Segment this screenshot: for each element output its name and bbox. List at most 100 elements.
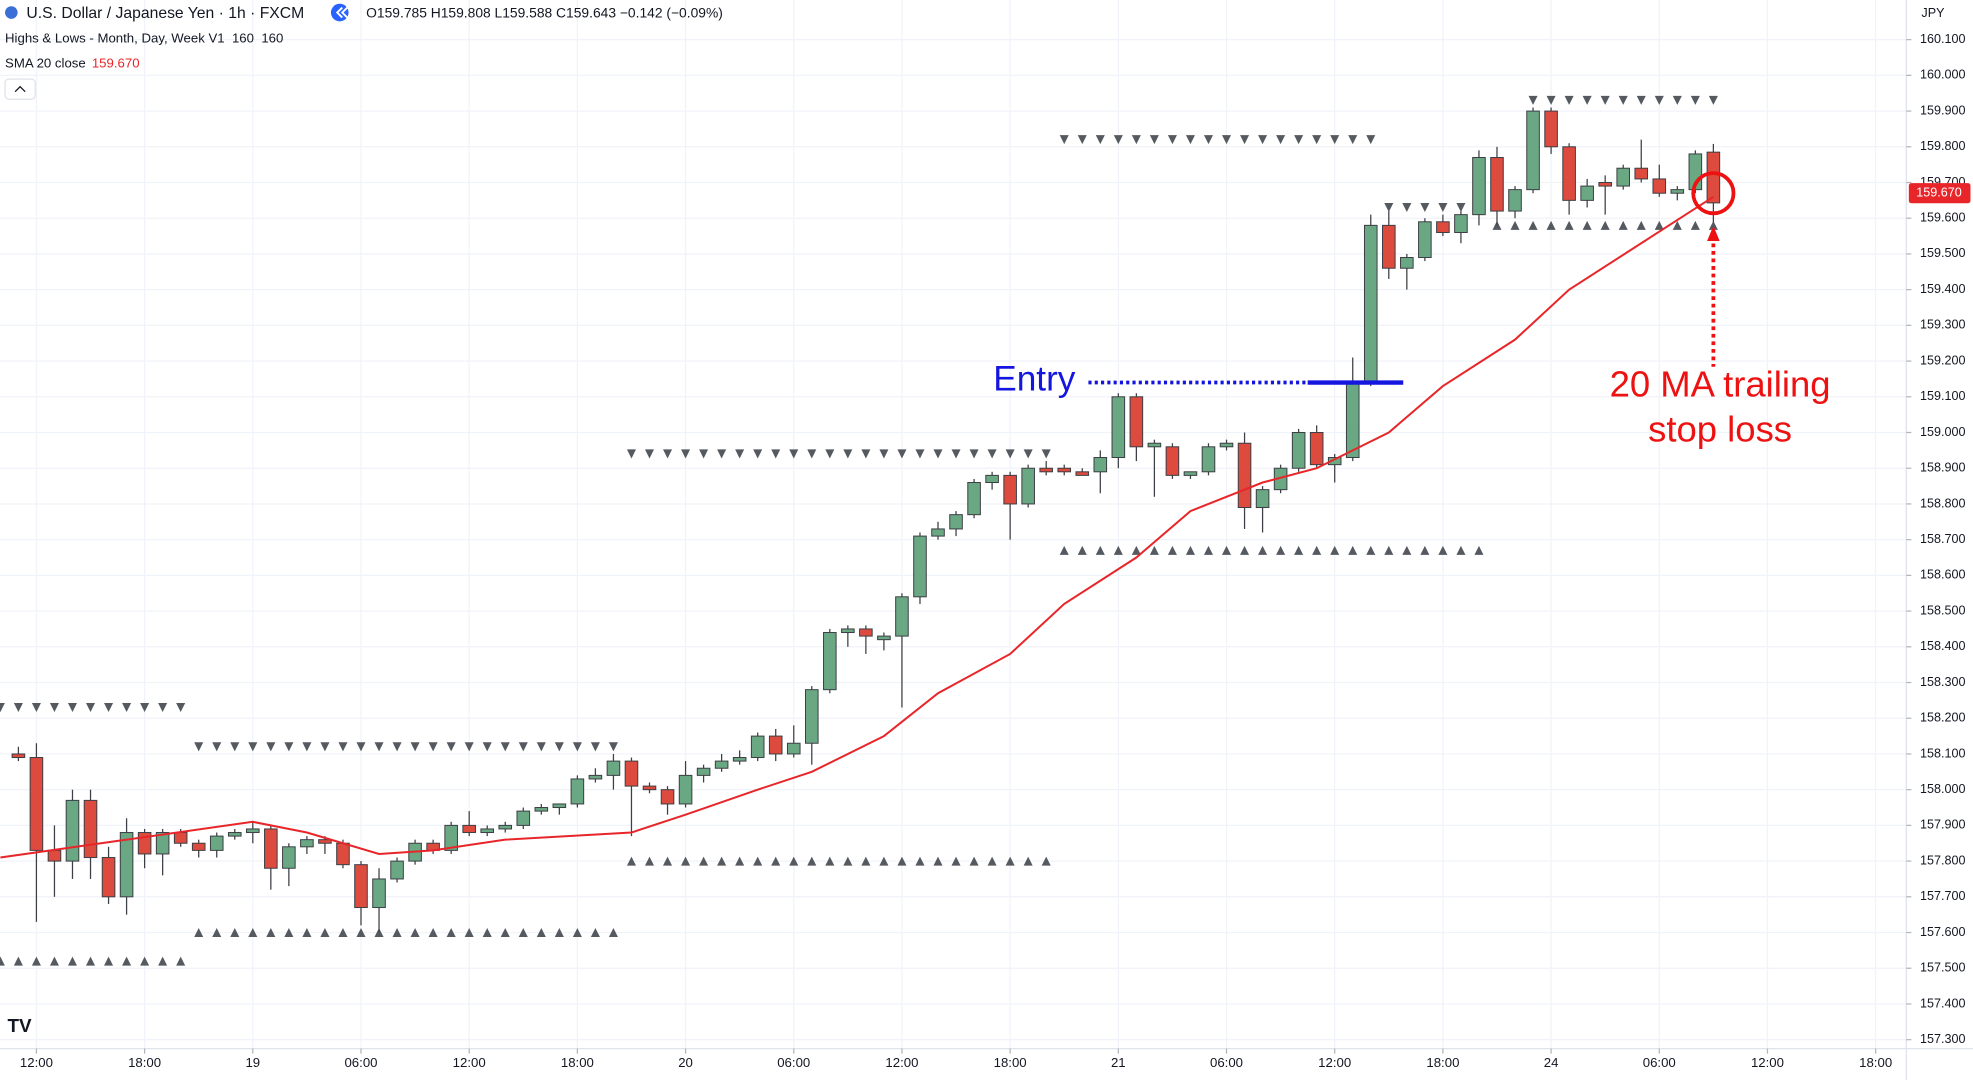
level-marker <box>320 928 330 938</box>
level-marker <box>1095 135 1105 145</box>
candle-body <box>1436 221 1450 234</box>
level-marker <box>158 956 168 966</box>
level-marker <box>302 742 312 752</box>
level-marker <box>771 856 781 866</box>
collapse-button[interactable] <box>4 78 36 100</box>
level-marker <box>1330 545 1340 555</box>
level-marker <box>915 449 925 459</box>
candle-body <box>1670 189 1685 194</box>
level-marker <box>1654 220 1664 230</box>
candle-body <box>318 839 332 844</box>
candle-body <box>1129 396 1144 448</box>
level-marker <box>843 856 853 866</box>
level-marker <box>1582 220 1592 230</box>
level-marker <box>1240 545 1250 555</box>
candle-body <box>1255 489 1270 509</box>
candle-body <box>1634 167 1649 180</box>
candle-body <box>1382 224 1396 269</box>
candle-body <box>967 482 981 516</box>
level-marker <box>771 449 781 459</box>
candle-body <box>191 842 206 851</box>
level-marker <box>1185 135 1195 145</box>
level-marker <box>1636 95 1646 105</box>
level-marker <box>176 956 186 966</box>
level-marker <box>626 449 636 459</box>
level-marker <box>1059 545 1069 555</box>
level-marker <box>951 856 961 866</box>
level-marker <box>1366 545 1376 555</box>
level-marker <box>67 703 78 713</box>
level-marker <box>104 956 114 966</box>
x-tick-label: 24 <box>1544 1055 1559 1070</box>
candle-body <box>480 828 495 834</box>
level-marker <box>176 703 186 713</box>
level-marker <box>194 928 204 938</box>
level-marker <box>518 928 528 938</box>
candle-body <box>1562 146 1576 201</box>
level-marker <box>338 928 348 938</box>
level-marker <box>410 742 420 752</box>
candle-body <box>1219 442 1234 448</box>
candle-body <box>227 832 242 837</box>
level-marker <box>825 449 835 459</box>
sma-line <box>0 195 1714 859</box>
candle-body <box>1508 189 1522 212</box>
level-marker <box>1149 135 1159 145</box>
level-marker <box>356 928 366 938</box>
candle-body <box>300 839 314 848</box>
level-marker <box>897 856 907 866</box>
candle-body <box>372 878 386 909</box>
level-marker <box>1546 220 1556 230</box>
level-marker <box>428 742 438 752</box>
level-marker <box>1618 220 1628 230</box>
level-marker <box>608 928 618 938</box>
level-marker <box>536 928 546 938</box>
level-marker <box>1456 202 1466 213</box>
candle-body <box>462 824 476 834</box>
x-tick-label: 19 <box>245 1055 260 1070</box>
replay-button[interactable] <box>330 3 349 22</box>
level-marker <box>1131 135 1141 145</box>
level-marker <box>140 956 150 966</box>
candle-body <box>678 774 693 805</box>
candle-body <box>246 828 260 834</box>
level-marker <box>735 856 745 866</box>
level-marker <box>1402 202 1412 213</box>
level-marker <box>122 956 132 966</box>
level-marker <box>861 449 871 459</box>
candle-body <box>552 803 567 809</box>
y-tick-label: 159.900 <box>1920 103 1965 117</box>
level-marker <box>446 928 456 938</box>
candle-body <box>985 474 999 484</box>
y-tick-label: 160.100 <box>1920 32 1965 46</box>
currency-label: JPY <box>1921 6 1945 20</box>
candle-body <box>570 778 585 805</box>
level-marker <box>1708 220 1718 230</box>
y-tick-label: 157.400 <box>1920 996 1965 1010</box>
y-tick-label: 159.600 <box>1920 211 1965 225</box>
level-marker <box>1185 545 1195 555</box>
candle-body <box>1363 224 1378 384</box>
y-tick-label: 159.800 <box>1920 139 1965 153</box>
level-marker <box>464 928 474 938</box>
candle-body <box>1003 474 1017 505</box>
level-marker <box>644 449 655 459</box>
x-tick-label: 18:00 <box>994 1055 1027 1070</box>
stop-circle <box>1691 171 1736 216</box>
candle-body <box>1580 185 1594 201</box>
candle-body <box>1327 457 1342 466</box>
level-marker <box>1438 545 1448 555</box>
level-marker <box>1564 95 1574 105</box>
candle-body <box>1454 214 1468 234</box>
overlay: Entry 20 MA trailing stop loss <box>0 171 1831 859</box>
level-marker <box>1690 220 1700 230</box>
y-tick-label: 159.500 <box>1920 246 1965 260</box>
candle-body <box>1598 182 1612 187</box>
level-marker <box>194 742 204 752</box>
sma-legend-value: 159.670 <box>92 56 140 71</box>
level-marker <box>1312 135 1322 145</box>
collapse-icon <box>14 85 26 93</box>
y-tick-label: 158.700 <box>1920 532 1965 546</box>
level-marker <box>1221 135 1232 145</box>
level-marker <box>554 742 564 752</box>
